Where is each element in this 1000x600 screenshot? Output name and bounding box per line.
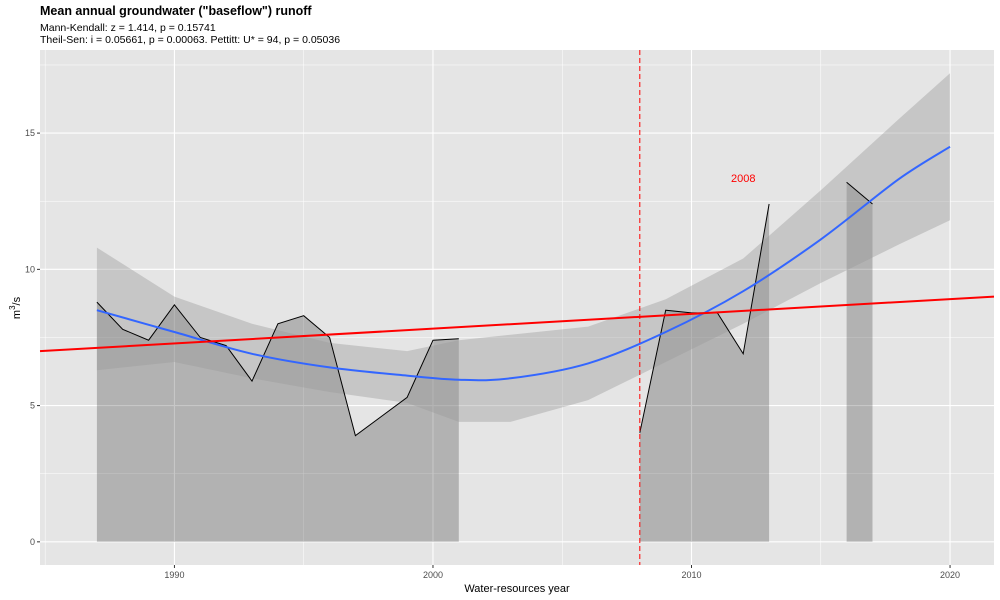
change-point-label: 2008 [731, 173, 755, 185]
smooth-line [96, 145, 951, 382]
confidence-band [96, 73, 950, 422]
chart-subtitle-line2: Theil-Sen: i = 0.05661, p = 0.00063. Pet… [40, 34, 340, 46]
y-tick-label: 10 [25, 264, 35, 274]
y-axis-label-base: m [11, 310, 23, 319]
x-tick-label: 2020 [940, 570, 960, 580]
confidence-band-area [96, 73, 950, 422]
area-segment [846, 182, 873, 542]
y-tick-label: 15 [25, 128, 35, 138]
trend-line [39, 295, 995, 353]
smooth-line-group [96, 145, 951, 382]
area-segment [96, 302, 459, 542]
chart-subtitle-line1: Mann-Kendall: z = 1.414, p = 0.15741 [40, 22, 216, 34]
chart-title: Mean annual groundwater ("baseflow") run… [40, 4, 312, 18]
y-tick-label: 5 [30, 401, 35, 411]
series-line-segment [846, 181, 873, 205]
y-tick-label: 0 [30, 537, 35, 547]
x-tick-label: 2000 [423, 570, 443, 580]
trend-line-group [39, 295, 995, 353]
x-tick-label: 2010 [681, 570, 701, 580]
change-point-group: 2008 [639, 50, 755, 565]
y-axis-label-sup: 3 [8, 305, 17, 310]
area-segment [639, 204, 770, 542]
y-axis-label-tail: /s [11, 296, 23, 305]
grid-major [40, 50, 994, 565]
grid-minor [40, 50, 994, 565]
y-axis: 0 5 10 15 [25, 128, 40, 547]
x-axis: 1990 2000 2010 2020 [164, 565, 960, 580]
x-tick-label: 1990 [164, 570, 184, 580]
y-axis-label: m3/s [8, 296, 23, 319]
series-line-segment [96, 301, 459, 437]
plot-panel [40, 50, 994, 565]
series-areas [96, 182, 873, 542]
x-axis-label: Water-resources year [464, 583, 570, 595]
